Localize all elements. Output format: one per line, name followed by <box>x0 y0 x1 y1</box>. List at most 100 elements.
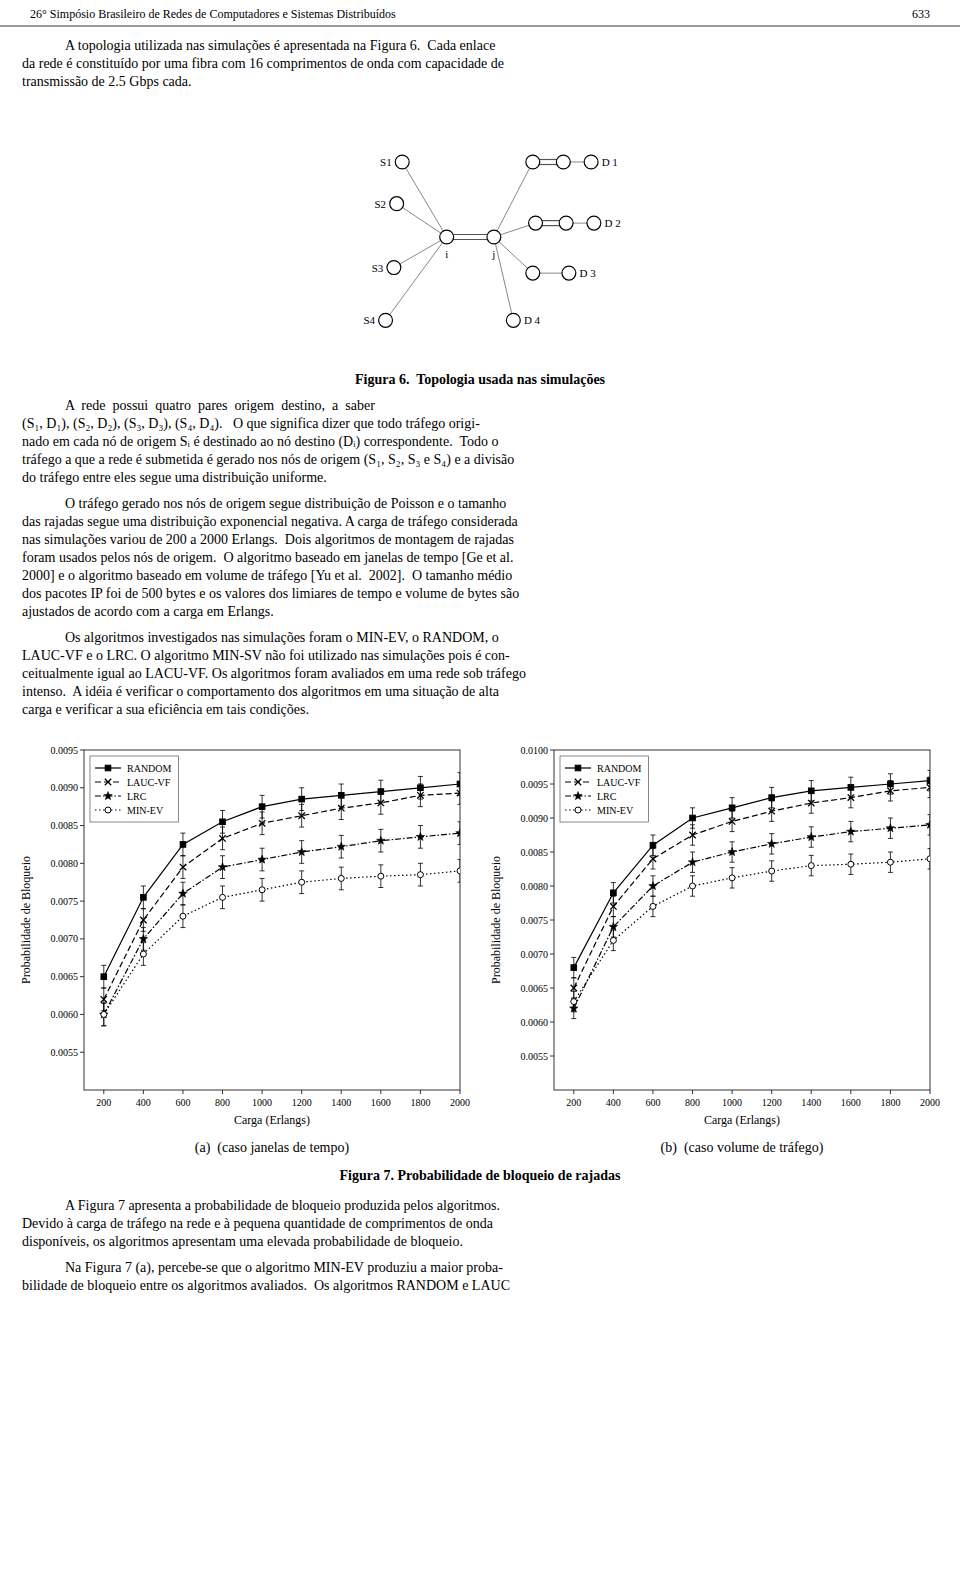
data-point <box>808 800 814 806</box>
figure-caption: Figura 6. Topologia usada nas simulações <box>355 372 606 387</box>
data-point <box>139 934 148 942</box>
error-bar <box>180 905 185 928</box>
topology-node <box>390 197 404 211</box>
x-tick <box>771 1090 772 1094</box>
page: 26° Simpósio Brasileiro de Redes de Comp… <box>0 0 960 1591</box>
data-point <box>571 999 577 1005</box>
y-tick-label: 0.0055 <box>51 1047 79 1058</box>
error-bar <box>260 812 265 835</box>
x-tick <box>811 1090 812 1094</box>
y-tick <box>550 750 554 751</box>
error-bar <box>260 878 265 901</box>
series-line <box>104 833 460 1014</box>
topology-node <box>440 230 454 244</box>
topology-node <box>387 261 401 275</box>
node-label: i <box>445 248 448 260</box>
legend-item: MIN-EV <box>95 805 164 816</box>
topology-node <box>587 216 601 230</box>
error-bar <box>730 868 735 888</box>
x-tick <box>573 1090 574 1094</box>
data-point <box>297 848 306 856</box>
legend-label: LRC <box>597 791 617 802</box>
y-tick <box>80 901 84 902</box>
y-tick <box>80 1052 84 1053</box>
series-line <box>574 859 930 1002</box>
series-line <box>574 825 930 1009</box>
legend-box <box>90 756 178 822</box>
data-point <box>610 903 616 909</box>
data-point <box>729 875 735 881</box>
y-tick <box>80 787 84 788</box>
topology-link <box>402 162 446 237</box>
x-tick <box>930 1090 931 1094</box>
paragraph-line: do tráfego entre eles segue uma distribu… <box>22 470 327 485</box>
y-axis-label: Probabilidade de Bloqueio <box>19 856 33 984</box>
legend-marker <box>105 765 111 771</box>
data-point <box>179 889 188 897</box>
y-tick <box>550 954 554 955</box>
data-point <box>729 818 735 824</box>
chart-subtitle: (a) (caso janelas de tempo) <box>195 1140 350 1156</box>
node-label: D 1 <box>602 156 618 168</box>
y-tick-label: 0.0055 <box>521 1051 549 1062</box>
legend-box <box>560 756 648 822</box>
data-point <box>887 788 893 794</box>
x-tick <box>613 1090 614 1094</box>
x-tick <box>652 1090 653 1094</box>
data-point <box>457 868 460 874</box>
error-bar <box>220 827 225 850</box>
paragraph-line: LAUC-VF e o LRC. O algoritmo MIN-SV não … <box>22 648 510 663</box>
data-point <box>417 792 423 798</box>
data-point <box>378 873 384 879</box>
data-point <box>769 795 775 801</box>
y-tick <box>550 852 554 853</box>
error-bar <box>611 930 616 950</box>
data-point <box>690 815 696 821</box>
paragraph-line: transmissão de 2.5 Gbps cada. <box>22 74 192 89</box>
data-point <box>927 784 930 790</box>
y-tick <box>550 988 554 989</box>
paragraph-line: ceitualmente igual ao LACU-VF. Os algori… <box>22 666 526 681</box>
error-bar <box>690 825 695 845</box>
x-tick <box>103 1090 104 1094</box>
y-tick <box>550 818 554 819</box>
node-label: S1 <box>380 156 392 168</box>
x-tick <box>380 1090 381 1094</box>
x-tick-label: 1200 <box>292 1097 312 1108</box>
x-tick <box>262 1090 263 1094</box>
error-bar <box>101 1003 106 1026</box>
x-tick <box>890 1090 891 1094</box>
error-bar <box>769 801 774 821</box>
x-tick-label: 1400 <box>331 1097 351 1108</box>
error-bar <box>730 811 735 831</box>
plot-data <box>570 770 930 1018</box>
x-tick <box>301 1090 302 1094</box>
x-tick <box>143 1090 144 1094</box>
page-header: 26° Simpósio Brasileiro de Redes de Comp… <box>30 7 396 21</box>
data-point <box>258 855 267 863</box>
legend-label: LAUC-VF <box>127 777 171 788</box>
topology-node <box>562 266 576 280</box>
data-point <box>926 820 930 828</box>
series-line <box>104 784 460 977</box>
error-bar <box>458 860 461 883</box>
y-tick-label: 0.0080 <box>521 881 549 892</box>
data-point <box>219 835 225 841</box>
data-point <box>611 890 617 896</box>
legend-marker <box>104 792 113 800</box>
paragraph-line: 2000] e o algoritmo baseado em volume de… <box>22 568 512 583</box>
y-tick <box>80 1014 84 1015</box>
x-tick-label: 1000 <box>722 1097 742 1108</box>
legend-item: LRC <box>95 791 147 802</box>
data-point <box>650 842 656 848</box>
paragraph-line: Devido à carga de tráfego na rede e à pe… <box>22 1216 494 1231</box>
data-point <box>457 790 460 796</box>
paragraph-line: Na Figura 7 (a), percebe-se que o algori… <box>65 1260 503 1276</box>
data-point <box>180 842 186 848</box>
paragraph-line: bilidade de bloqueio entre os algoritmos… <box>22 1278 510 1293</box>
data-point <box>101 1011 107 1017</box>
error-bar <box>650 849 655 869</box>
error-bar <box>848 787 853 807</box>
data-point <box>180 913 186 919</box>
legend-marker <box>574 792 583 800</box>
